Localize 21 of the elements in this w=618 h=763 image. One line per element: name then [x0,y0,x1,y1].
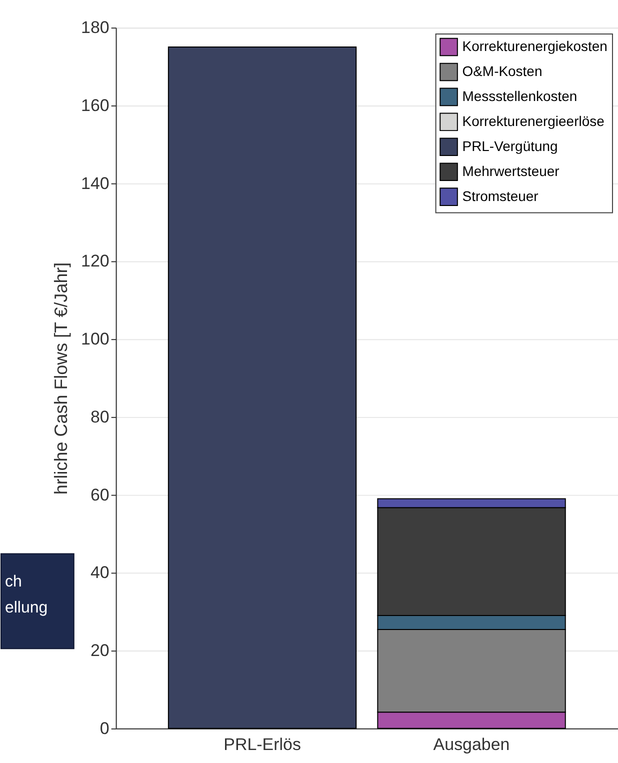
legend-label: PRL-Vergütung [462,138,558,154]
y-axis-title: hrliche Cash Flows [T €/Jahr] [51,262,72,495]
y-tick-label: 20 [90,641,110,660]
y-tick-label: 140 [81,174,110,193]
y-tick-label: 120 [81,252,110,271]
y-tick-label: 80 [90,407,110,426]
y-tick-label: 100 [81,330,110,349]
legend-label: Messstellenkosten [462,88,578,104]
y-tick-label: 160 [81,96,110,115]
y-tick-label: 40 [90,563,110,582]
y-tick-label: 60 [90,485,110,504]
y-tick-label: 180 [81,18,110,38]
legend-label: Stromsteuer [462,188,539,204]
text: ch ellung [4,574,48,617]
y-tick-label: 0 [100,718,110,738]
legend-label: Korrekturenergieerlöse [462,112,605,129]
x-tick-label: Ausgaben [433,734,510,754]
legend-label: Korrekturenergiekosten [462,38,608,54]
legend-label: Mehrwertsteuer [462,162,560,179]
x-tick-label: PRL-Erlös [224,734,301,754]
legend-label: O&M-Kosten [462,62,542,79]
